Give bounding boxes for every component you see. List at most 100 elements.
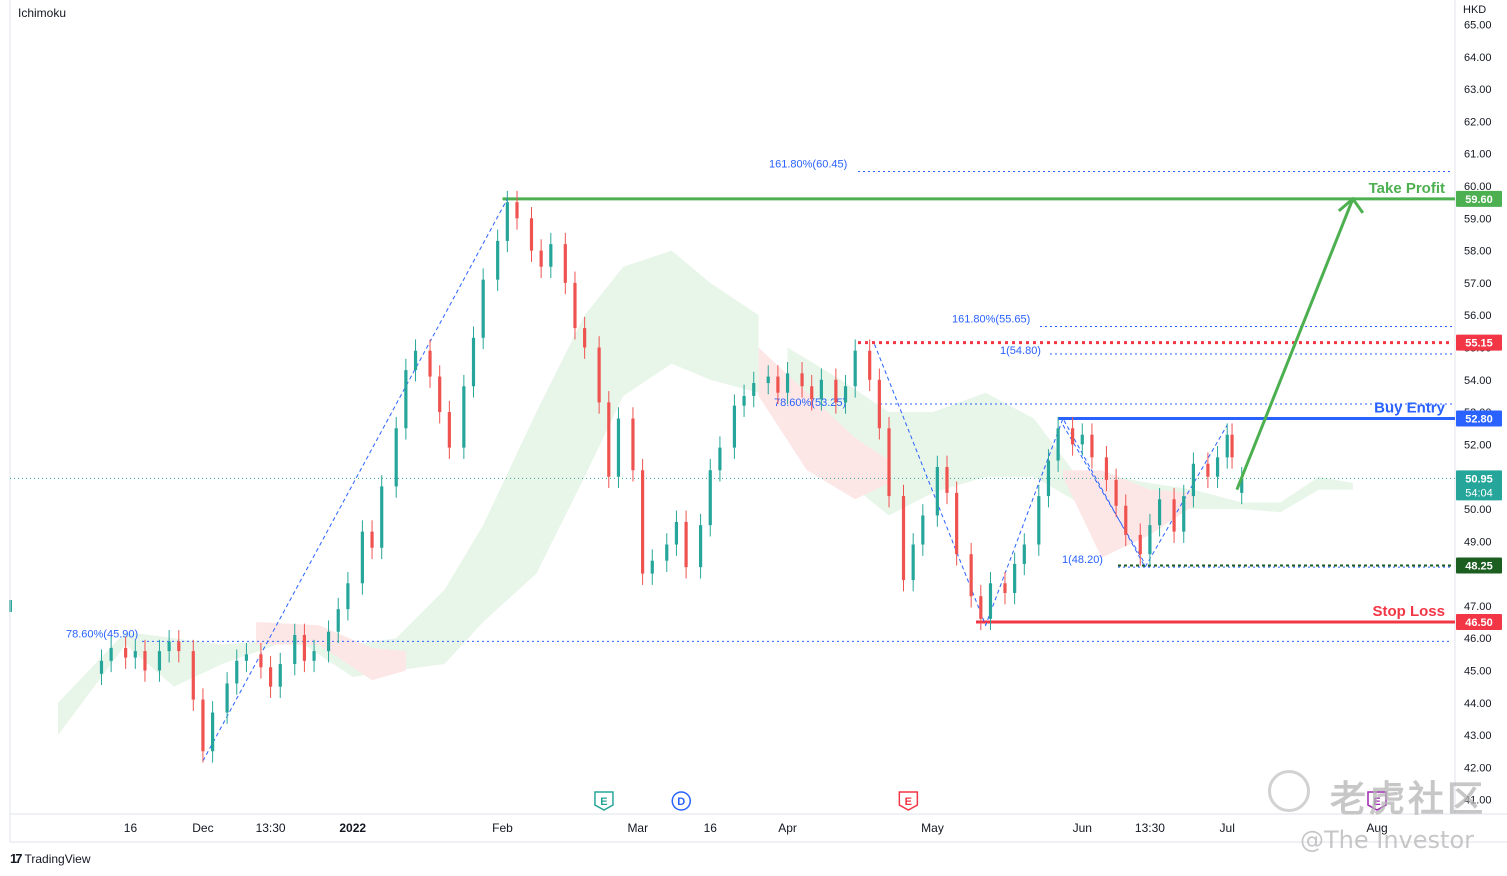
candle-body [921, 515, 925, 545]
candle-body [515, 202, 519, 219]
y-tick-label: 43.00 [1464, 730, 1492, 742]
candle-body [481, 279, 485, 338]
event-marker-earnings[interactable]: E [594, 791, 614, 811]
candle-body [969, 554, 973, 597]
candle-body [1090, 434, 1094, 458]
earnings-icon [1367, 791, 1387, 811]
candle-body [99, 660, 104, 674]
dividend-icon [671, 791, 692, 811]
projection-arrow [1235, 198, 1355, 491]
candle-body [293, 634, 297, 665]
earnings-icon [898, 791, 919, 811]
event-marker-earnings[interactable]: E [1367, 791, 1387, 811]
y-tick-label: 61.00 [1464, 149, 1492, 161]
y-tick-label: 41.00 [1464, 795, 1492, 807]
x-tick-label: Feb [492, 821, 513, 835]
candle-body [955, 492, 959, 555]
fib-label: 78.60%(53.25) [774, 397, 846, 409]
ichimoku-cloud-layer [58, 250, 1353, 736]
event-marker-dividend[interactable]: D [671, 791, 692, 811]
candle-body [641, 470, 645, 574]
price-tag [1456, 334, 1502, 351]
candle-body [597, 347, 601, 403]
fib-label: 1(54.80) [1000, 345, 1041, 357]
x-tick-label: Apr [778, 821, 797, 835]
candle-body [583, 328, 587, 348]
candle-body [1240, 478, 1244, 493]
candle-body [979, 596, 983, 619]
candle-body [1225, 434, 1229, 458]
price-tag-countdown: 54:04 [1465, 487, 1493, 499]
y-tick-label: 58.00 [1464, 246, 1492, 258]
candle-body [877, 379, 881, 429]
y-tick-label: 54.00 [1464, 375, 1492, 387]
tradingview-logo-icon: 17 [10, 851, 23, 866]
candle-body [326, 631, 331, 652]
y-tick-label: 64.00 [1464, 52, 1492, 64]
candle-body [887, 428, 891, 497]
candle-body [167, 641, 171, 652]
x-tick-label: Jul [1220, 821, 1235, 835]
x-tick-label: 2022 [339, 821, 366, 835]
candle-body [1230, 434, 1234, 458]
candle-body [631, 418, 635, 471]
price-tag-label: 46.50 [1465, 617, 1493, 629]
candle-body [370, 531, 374, 548]
fib-pattern-line [202, 198, 508, 762]
event-label: E [600, 796, 607, 808]
candle-body [360, 531, 364, 584]
fib-label: 78.60%(45.90) [66, 628, 138, 640]
y-tick-label: 50.00 [1464, 504, 1492, 516]
price-tag [1456, 190, 1502, 207]
y-tick-label: 59.00 [1464, 213, 1492, 225]
ichimoku-cloud-bearish [1062, 470, 1194, 558]
event-label: E [905, 796, 912, 808]
candle-body [1114, 479, 1118, 506]
candle-body [901, 496, 906, 581]
indicator-title[interactable]: Ichimoku [18, 6, 67, 20]
candle-body [191, 651, 195, 700]
tradingview-brand[interactable]: 17 TradingView [10, 851, 91, 866]
level-label-take-profit: Take Profit [1369, 180, 1445, 197]
currency-label: HKD [1463, 4, 1487, 16]
y-tick-label: 56.00 [1464, 310, 1492, 322]
candle-body [177, 641, 181, 652]
ichimoku-cloud-bearish [758, 347, 890, 500]
candle-body [945, 467, 949, 493]
candle-body [549, 244, 553, 267]
y-tick-label: 62.00 [1464, 116, 1492, 128]
overlay-layer: 59.60 55.15 52.80 50.95 54:04 48.25 46.50 E D E E [594, 190, 1502, 811]
candle-body [607, 402, 611, 477]
y-tick-label: 60.00 [1464, 181, 1492, 193]
candle-body [1172, 499, 1176, 532]
y-tick-label: 52.00 [1464, 439, 1492, 451]
x-tick-label: Dec [192, 821, 213, 835]
candle-body [143, 651, 147, 671]
candle-body [785, 373, 790, 393]
candle-body [428, 350, 432, 377]
event-marker-earnings[interactable]: E [898, 791, 919, 811]
ichimoku-cloud-bullish [787, 347, 1353, 526]
candle-body [312, 651, 316, 661]
ichimoku-cloud-bullish [58, 250, 759, 736]
price-tag-label: 48.25 [1465, 561, 1493, 573]
price-tag-label: 50.95 [1465, 473, 1493, 485]
y-tick-label: 57.00 [1464, 278, 1492, 290]
event-label: D [677, 796, 685, 808]
price-tag [1456, 470, 1502, 501]
candle-body [1104, 457, 1109, 480]
candle-body [988, 583, 993, 619]
price-tag-label: 55.15 [1465, 338, 1493, 350]
candle-body [1191, 463, 1196, 497]
price-tag-label: 52.80 [1465, 414, 1493, 426]
x-tick-label: 16 [704, 821, 718, 835]
candle-body [698, 525, 703, 568]
candle-body [471, 337, 476, 387]
watermark-cn: 老虎社区 [1330, 779, 1487, 820]
candle-body [1037, 496, 1041, 545]
price-tag [1456, 614, 1502, 631]
candle-body [742, 395, 746, 406]
watermark-en: @The Investor [1300, 826, 1474, 854]
x-tick-label: May [921, 821, 944, 835]
